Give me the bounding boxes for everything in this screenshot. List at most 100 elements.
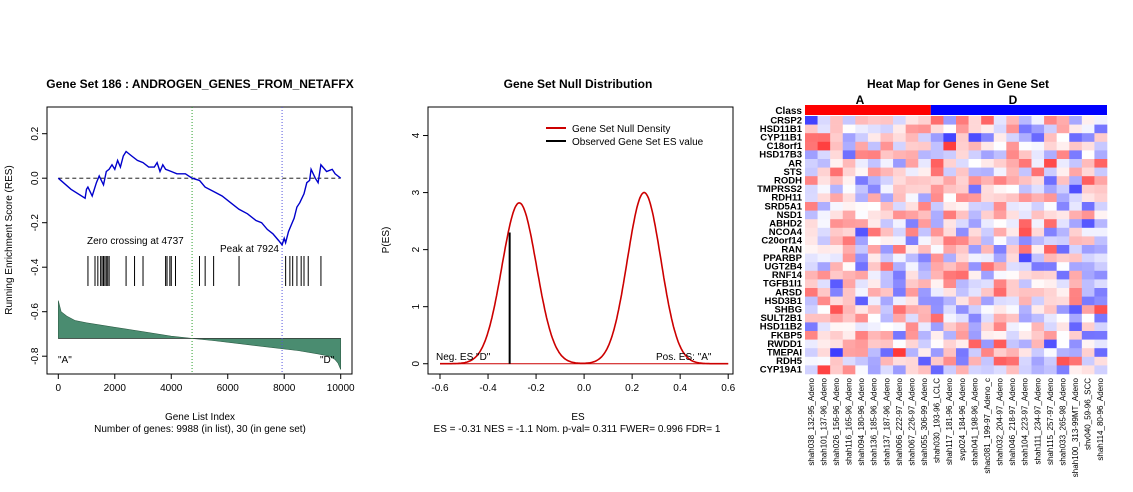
heatmap-cell [1018,167,1032,177]
heatmap-cell [842,210,856,220]
gene-label: RDH5 [776,356,803,367]
heatmap-cell [830,262,844,272]
heatmap-cell [981,159,995,168]
heatmap-cell [1031,236,1045,246]
heatmap-cell [880,184,894,194]
sample-label: shah104_223-97_Adeno [1021,377,1030,465]
y-tick-label: 0.0 [30,171,41,185]
heatmap-cell [893,150,906,160]
heatmap-cell [918,339,932,349]
heatmap-cell [968,176,982,186]
heatmap-cell [855,184,869,194]
heatmap-cell [830,176,844,186]
sample-label: shac081_199-97_Adeno_c [983,378,992,474]
heatmap-cell [905,219,919,229]
heatmap-cell [981,150,995,160]
heatmap-cell [1056,141,1070,151]
null-plot-frame [427,106,734,375]
heatmap-cell [893,219,906,229]
heatmap-cell [855,219,869,229]
sample-label: shah114_80-96_Adeno [1096,377,1105,460]
heatmap-cell [830,348,844,358]
heatmap-cell [981,236,995,246]
gene-label: HSD11B2 [760,322,802,333]
heatmap-cell [968,116,982,125]
heatmap-cell [817,236,831,246]
heatmap-cell [893,141,906,151]
heatmap-cell [855,339,869,349]
heatmap-cell [943,296,957,306]
enrichment-content [57,107,342,374]
heatmap-cell [1031,176,1045,186]
heatmap-cell [930,176,944,186]
heatmap-cell [993,124,1007,134]
heatmap-cell [956,245,969,254]
heatmap-cell [817,356,831,366]
heatmap-cell [943,193,957,203]
heatmap-cell [905,167,919,177]
heatmap-cells [805,116,1108,375]
class-row-label: Class [775,106,802,117]
heatmap-cell [1044,339,1057,349]
null-content [440,191,729,365]
heatmap-cell [1081,279,1095,289]
heatmap-cell [817,270,831,280]
heatmap-cell [817,141,831,151]
heatmap-cell [905,322,919,332]
enrichment-title: Gene Set 186 : ANDROGEN_GENES_FROM_NETAF… [46,77,353,91]
heatmap-cell [1081,176,1095,186]
heatmap-cell [1031,193,1045,203]
y-tick-label: 2 [411,246,422,252]
x-tick-label: 0.2 [625,383,639,394]
heatmap-cell [968,365,982,375]
heatmap-cell [842,339,856,349]
heatmap-cell [830,133,844,143]
heatmap-cell [1031,305,1045,315]
heatmap-cell [993,167,1007,177]
sample-label: shah032_204-97_Adeno [996,377,1005,465]
heatmap-cell [1056,356,1070,366]
heatmap-cell [968,262,982,272]
heatmap-cell [1094,296,1108,306]
heatmap-cell [1044,245,1057,254]
null-density-curve [440,191,729,365]
heatmap-cell [905,279,919,289]
heatmap-cell [817,313,831,323]
heatmap-cell [981,133,995,143]
heatmap-cell [1031,365,1045,375]
heatmap-cell [817,296,831,306]
heatmap-cell [1081,331,1095,340]
heatmap-cell [893,236,906,246]
heatmap-cell [1044,210,1057,220]
heatmap-cell [1031,202,1045,211]
heatmap-cell [1044,116,1057,125]
heatmap-cell [1081,253,1095,263]
heatmap-cell [1069,365,1083,375]
heatmap-cell [1006,159,1020,168]
heatmap-cell [830,270,844,280]
heatmap-cell [930,141,944,151]
heatmap-cell [981,339,995,349]
heatmap-cell [855,322,869,332]
heatmap-cell [805,167,818,177]
heatmap-cell [855,296,869,306]
sample-label: shah041_198-96_Adeno [970,377,979,465]
heatmap-cell [993,245,1007,254]
heatmap-cell [842,253,856,263]
heatmap-cell [918,193,932,203]
sample-label: shah100_313-99MT_Adeno [1071,377,1080,477]
heatmap-cell [981,305,995,315]
heatmap-cell [1006,210,1020,220]
heatmap-cell [943,305,957,315]
heatmap-cell [1006,270,1020,280]
heatmap-cell [993,236,1007,246]
heatmap-cell [993,116,1007,125]
heatmap-cell [1056,348,1070,358]
null-axes: -0.6 -0.4 -0.2 0.0 0.2 0.4 0.6 0 1 2 3 4 [411,132,736,394]
heatmap-cell [817,279,831,289]
heatmap-cell [880,150,894,160]
heatmap-cell [867,193,881,203]
heatmap-cell [943,150,957,160]
heatmap-cell [968,288,982,297]
heatmap-cell [842,219,856,229]
